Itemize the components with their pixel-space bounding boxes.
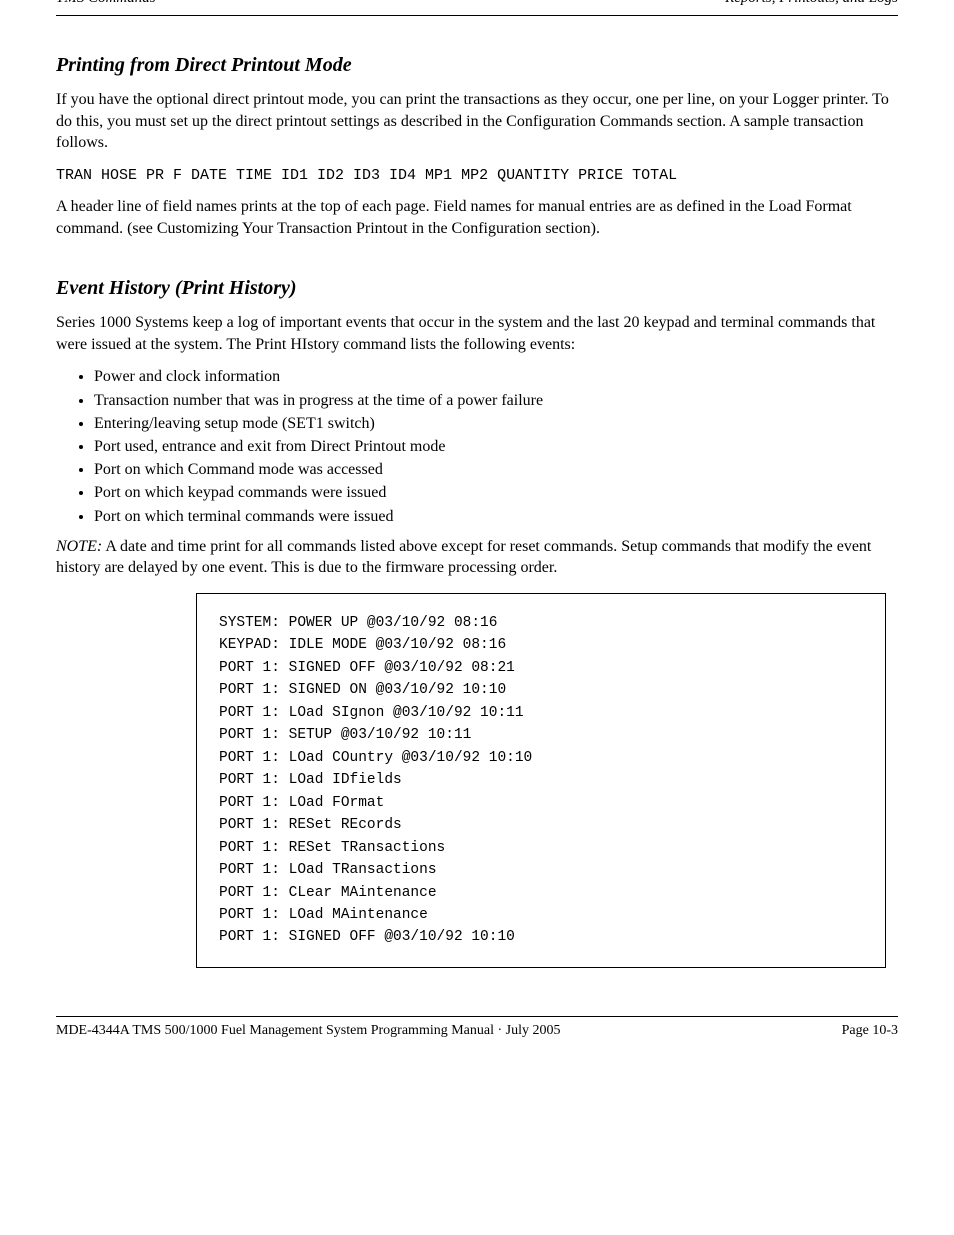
event-line: PORT 1: SIGNED OFF @03/10/92 08:21 [219,657,867,679]
header-right: Reports, Printouts, and Logs [725,0,898,7]
list-item: Port on which keypad commands were issue… [94,481,898,504]
list-item: Port used, entrance and exit from Direct… [94,435,898,458]
event-line: PORT 1: LOad IDfields [219,769,867,791]
sample-transaction-line: TRAN HOSE PR F DATE TIME ID1 ID2 ID3 ID4… [56,167,677,184]
document-page: TMS Commands Reports, Printouts, and Log… [0,0,954,1235]
events-bullet-list: Power and clock information Transaction … [76,365,898,527]
event-line: PORT 1: LOad TRansactions [219,859,867,881]
list-item: Port on which Command mode was accessed [94,458,898,481]
events-note: NOTE: A date and time print for all comm… [56,536,898,579]
event-line: PORT 1: CLear MAintenance [219,882,867,904]
event-line: PORT 1: SETUP @03/10/92 10:11 [219,724,867,746]
note-text: A date and time print for all commands l… [56,538,871,577]
header-left: TMS Commands [56,0,156,7]
list-item: Power and clock information [94,365,898,388]
page-footer: MDE-4344A TMS 500/1000 Fuel Management S… [56,1023,898,1039]
printing-para-1: If you have the optional direct printout… [56,89,898,154]
event-line: PORT 1: LOad SIgnon @03/10/92 10:11 [219,702,867,724]
events-para: Series 1000 Systems keep a log of import… [56,312,898,355]
event-line: PORT 1: LOad COuntry @03/10/92 10:10 [219,747,867,769]
note-label: NOTE: [56,538,102,555]
section-title-events: Event History (Print History) [56,277,898,300]
page-header: TMS Commands Reports, Printouts, and Log… [56,0,898,7]
list-item: Entering/leaving setup mode (SET1 switch… [94,412,898,435]
event-line: PORT 1: LOad MAintenance [219,904,867,926]
event-line: KEYPAD: IDLE MODE @03/10/92 08:16 [219,634,867,656]
footer-rule [56,1016,898,1017]
footer-right: Page 10-3 [842,1023,898,1039]
list-item: Transaction number that was in progress … [94,389,898,412]
event-line: PORT 1: LOad FOrmat [219,792,867,814]
list-item: Port on which terminal commands were iss… [94,505,898,528]
header-rule [56,15,898,16]
section-title-printing: Printing from Direct Printout Mode [56,54,898,77]
event-line: PORT 1: RESet TRansactions [219,837,867,859]
printing-para-2: A header line of field names prints at t… [56,196,898,239]
event-line: SYSTEM: POWER UP @03/10/92 08:16 [219,612,867,634]
event-line: PORT 1: SIGNED ON @03/10/92 10:10 [219,679,867,701]
event-line: PORT 1: SIGNED OFF @03/10/92 10:10 [219,926,867,948]
printing-sample-line: TRAN HOSE PR F DATE TIME ID1 ID2 ID3 ID4… [56,164,898,186]
event-line: PORT 1: RESet REcords [219,814,867,836]
footer-left: MDE-4344A TMS 500/1000 Fuel Management S… [56,1023,561,1039]
event-history-box: SYSTEM: POWER UP @03/10/92 08:16 KEYPAD:… [196,593,886,968]
